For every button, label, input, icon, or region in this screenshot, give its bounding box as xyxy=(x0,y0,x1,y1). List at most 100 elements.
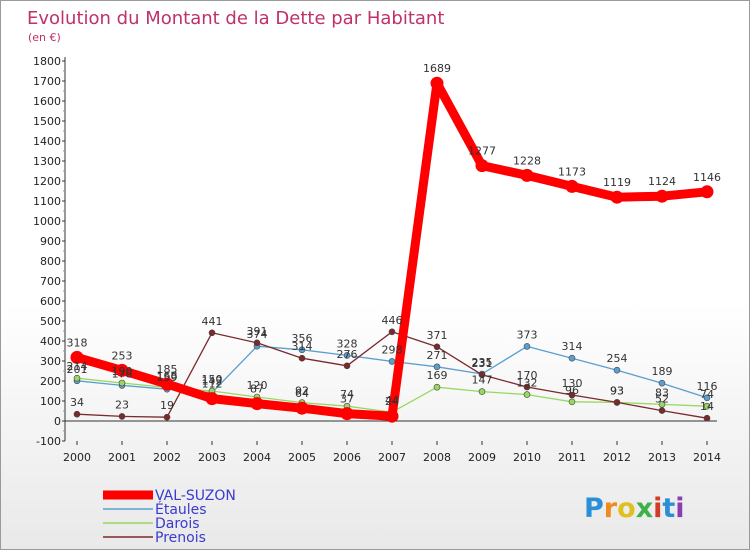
brand-logo: Proxiti xyxy=(584,493,685,524)
y-tick-label: 1300 xyxy=(33,155,61,168)
data-point xyxy=(523,391,531,398)
data-point xyxy=(73,374,81,382)
chart-subtitle: (en €) xyxy=(28,31,61,44)
data-point xyxy=(703,402,711,410)
data-label: 74 xyxy=(700,388,714,401)
data-label: 93 xyxy=(610,384,624,397)
data-point xyxy=(478,371,486,379)
data-point xyxy=(478,388,486,395)
data-label: 1173 xyxy=(558,165,586,178)
data-label: 231 xyxy=(472,357,493,370)
data-label: 373 xyxy=(517,328,538,341)
data-point xyxy=(163,413,171,421)
data-label: 201 xyxy=(67,363,88,376)
data-label: 132 xyxy=(517,377,538,390)
data-label: 371 xyxy=(427,329,448,342)
data-point xyxy=(118,379,126,387)
data-label: 142 xyxy=(202,375,223,388)
brand-letter: P xyxy=(584,493,604,524)
y-tick-label: 600 xyxy=(40,295,61,308)
data-label: 446 xyxy=(382,314,403,327)
data-label: 328 xyxy=(337,337,358,350)
data-label: 92 xyxy=(295,385,309,398)
x-tick-label: 2002 xyxy=(153,451,181,464)
data-point xyxy=(388,328,396,336)
data-label: 374 xyxy=(247,328,268,341)
data-label: 14 xyxy=(700,400,714,413)
data-point xyxy=(568,391,576,399)
data-point xyxy=(523,383,531,391)
data-label: 1146 xyxy=(693,171,721,184)
x-tick-label: 2004 xyxy=(243,451,271,464)
data-point xyxy=(208,329,216,337)
data-point xyxy=(388,358,396,365)
data-label: 52 xyxy=(655,393,669,406)
x-tick-label: 2009 xyxy=(468,451,496,464)
data-label: 318 xyxy=(67,336,88,349)
data-point xyxy=(343,362,351,370)
x-tick-label: 2010 xyxy=(513,451,541,464)
y-tick-label: 1200 xyxy=(33,175,61,188)
data-point xyxy=(568,354,576,362)
axes: -100 0 100 200 300 400 500 600 700 800 900 1000 1100… xyxy=(33,55,721,464)
data-label: 185 xyxy=(157,363,178,376)
data-point xyxy=(610,190,624,204)
data-label: 64 xyxy=(295,387,309,400)
x-tick-label: 2008 xyxy=(423,451,451,464)
data-point xyxy=(205,392,219,406)
data-point xyxy=(523,343,531,350)
data-label: 116 xyxy=(697,380,718,393)
data-point xyxy=(385,409,399,423)
y-tick-label: 1100 xyxy=(33,195,61,208)
data-label: 34 xyxy=(70,396,84,409)
data-label: 147 xyxy=(472,374,493,387)
data-point xyxy=(703,414,711,422)
y-tick-label: -100 xyxy=(36,435,61,448)
x-tick-label: 2003 xyxy=(198,451,226,464)
data-point xyxy=(298,346,306,354)
data-point xyxy=(343,352,351,359)
data-point xyxy=(475,159,489,173)
y-tick-label: 200 xyxy=(40,375,61,388)
y-tick-label: 500 xyxy=(40,315,61,328)
data-label: 44 xyxy=(385,394,399,407)
data-point xyxy=(160,377,174,391)
data-label: 96 xyxy=(565,384,579,397)
legend-label: Darois xyxy=(155,516,200,532)
data-label: 1228 xyxy=(513,154,541,167)
data-label: 170 xyxy=(517,369,538,382)
data-label: 298 xyxy=(382,343,403,356)
y-tick-label: 1000 xyxy=(33,215,61,228)
data-label: 150 xyxy=(202,373,223,386)
data-label: 83 xyxy=(655,386,669,399)
data-label: 1124 xyxy=(648,175,676,188)
data-point xyxy=(340,407,354,421)
data-label: 87 xyxy=(250,383,264,396)
data-label: 441 xyxy=(202,315,223,328)
legend-label: Étaules xyxy=(155,501,207,518)
data-point xyxy=(70,350,84,364)
data-point xyxy=(703,394,711,402)
data-label: 169 xyxy=(427,369,448,382)
x-tick-label: 2005 xyxy=(288,451,316,464)
data-label: 356 xyxy=(292,332,313,345)
y-tick-label: 0 xyxy=(54,415,61,428)
brand-letter: o xyxy=(617,493,636,524)
brand-letter: x xyxy=(636,493,653,524)
x-tick-label: 2011 xyxy=(558,451,586,464)
data-label: 254 xyxy=(607,352,628,365)
data-label: 1277 xyxy=(468,145,496,158)
brand-letter: t xyxy=(662,493,675,524)
data-label: 74 xyxy=(340,388,354,401)
y-tick-label: 1500 xyxy=(33,115,61,128)
brand-letter: i xyxy=(653,493,662,524)
y-tick-label: 1600 xyxy=(33,95,61,108)
y-tick-label: 1400 xyxy=(33,135,61,148)
y-tick-label: 100 xyxy=(40,395,61,408)
data-label: 168 xyxy=(157,369,178,382)
data-point xyxy=(433,343,441,351)
data-labels: 318 253 185 112 87 64 37 24 1689 1277 1228 1173 1119… xyxy=(67,62,722,413)
data-label: 235 xyxy=(472,356,493,369)
